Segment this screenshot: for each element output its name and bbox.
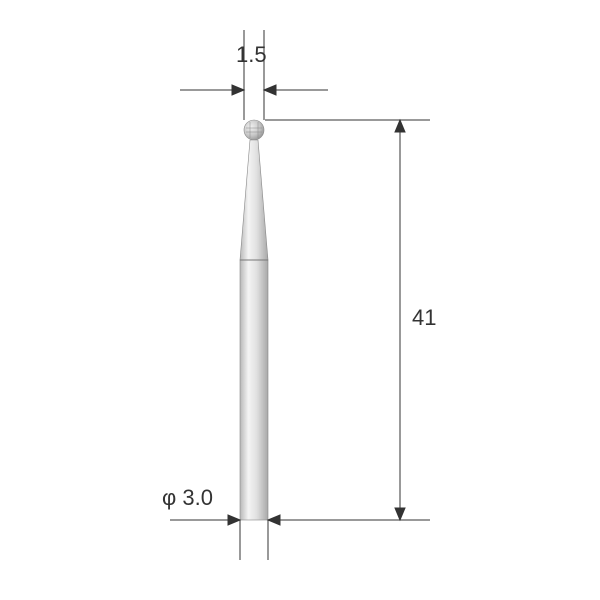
tool-body bbox=[240, 120, 268, 520]
top-width-label: 1.5 bbox=[236, 42, 267, 68]
shaft bbox=[240, 260, 268, 520]
ball-tip bbox=[244, 120, 264, 140]
taper-neck bbox=[240, 140, 268, 260]
right-dimension bbox=[265, 120, 430, 520]
bottom-dimension bbox=[170, 515, 340, 560]
total-length-label: 41 bbox=[412, 305, 436, 331]
shaft-diameter-label: φ 3.0 bbox=[162, 485, 213, 511]
